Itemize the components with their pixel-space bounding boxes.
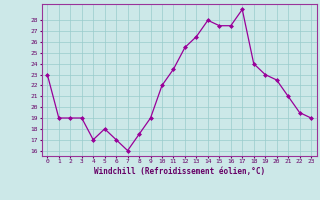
X-axis label: Windchill (Refroidissement éolien,°C): Windchill (Refroidissement éolien,°C) <box>94 167 265 176</box>
